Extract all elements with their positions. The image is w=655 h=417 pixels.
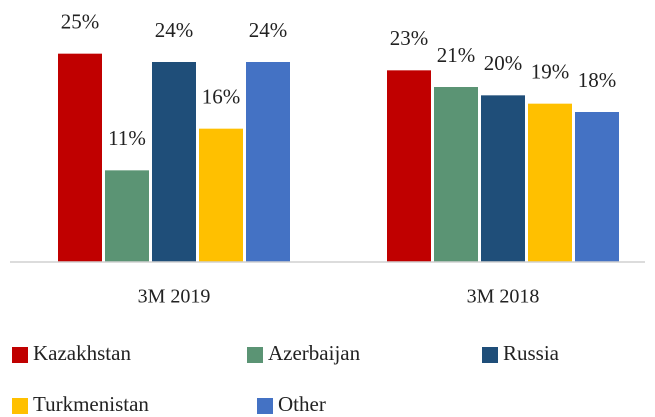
bar bbox=[528, 103, 572, 263]
legend-swatch bbox=[257, 398, 273, 414]
legend-swatch bbox=[12, 398, 28, 414]
legend-label: Other bbox=[278, 392, 326, 416]
bar bbox=[387, 70, 431, 262]
x-tick-label: 3M 2019 bbox=[138, 286, 211, 308]
value-label: 24% bbox=[155, 18, 194, 42]
legend-label: Kazakhstan bbox=[33, 341, 131, 365]
bar bbox=[105, 170, 149, 262]
value-label: 23% bbox=[390, 26, 429, 50]
legend-swatch bbox=[482, 347, 498, 363]
value-label: 21% bbox=[437, 43, 476, 67]
legend-swatch bbox=[12, 347, 28, 363]
bar bbox=[199, 128, 243, 262]
bar bbox=[575, 112, 619, 262]
legend-label: Azerbaijan bbox=[268, 341, 361, 365]
value-label: 18% bbox=[578, 68, 617, 92]
legend-label: Turkmenistan bbox=[33, 392, 149, 416]
bar bbox=[58, 53, 102, 262]
bar bbox=[246, 62, 290, 262]
legend-swatch bbox=[247, 347, 263, 363]
legend-label: Russia bbox=[503, 341, 560, 365]
value-label: 19% bbox=[531, 59, 570, 83]
value-label: 25% bbox=[61, 9, 100, 33]
bar bbox=[434, 87, 478, 262]
value-label: 11% bbox=[108, 126, 146, 150]
bar bbox=[481, 95, 525, 262]
value-label: 20% bbox=[484, 51, 523, 75]
value-label: 24% bbox=[249, 18, 288, 42]
bar bbox=[152, 62, 196, 262]
value-label: 16% bbox=[202, 84, 241, 108]
x-tick-label: 3M 2018 bbox=[467, 286, 540, 308]
